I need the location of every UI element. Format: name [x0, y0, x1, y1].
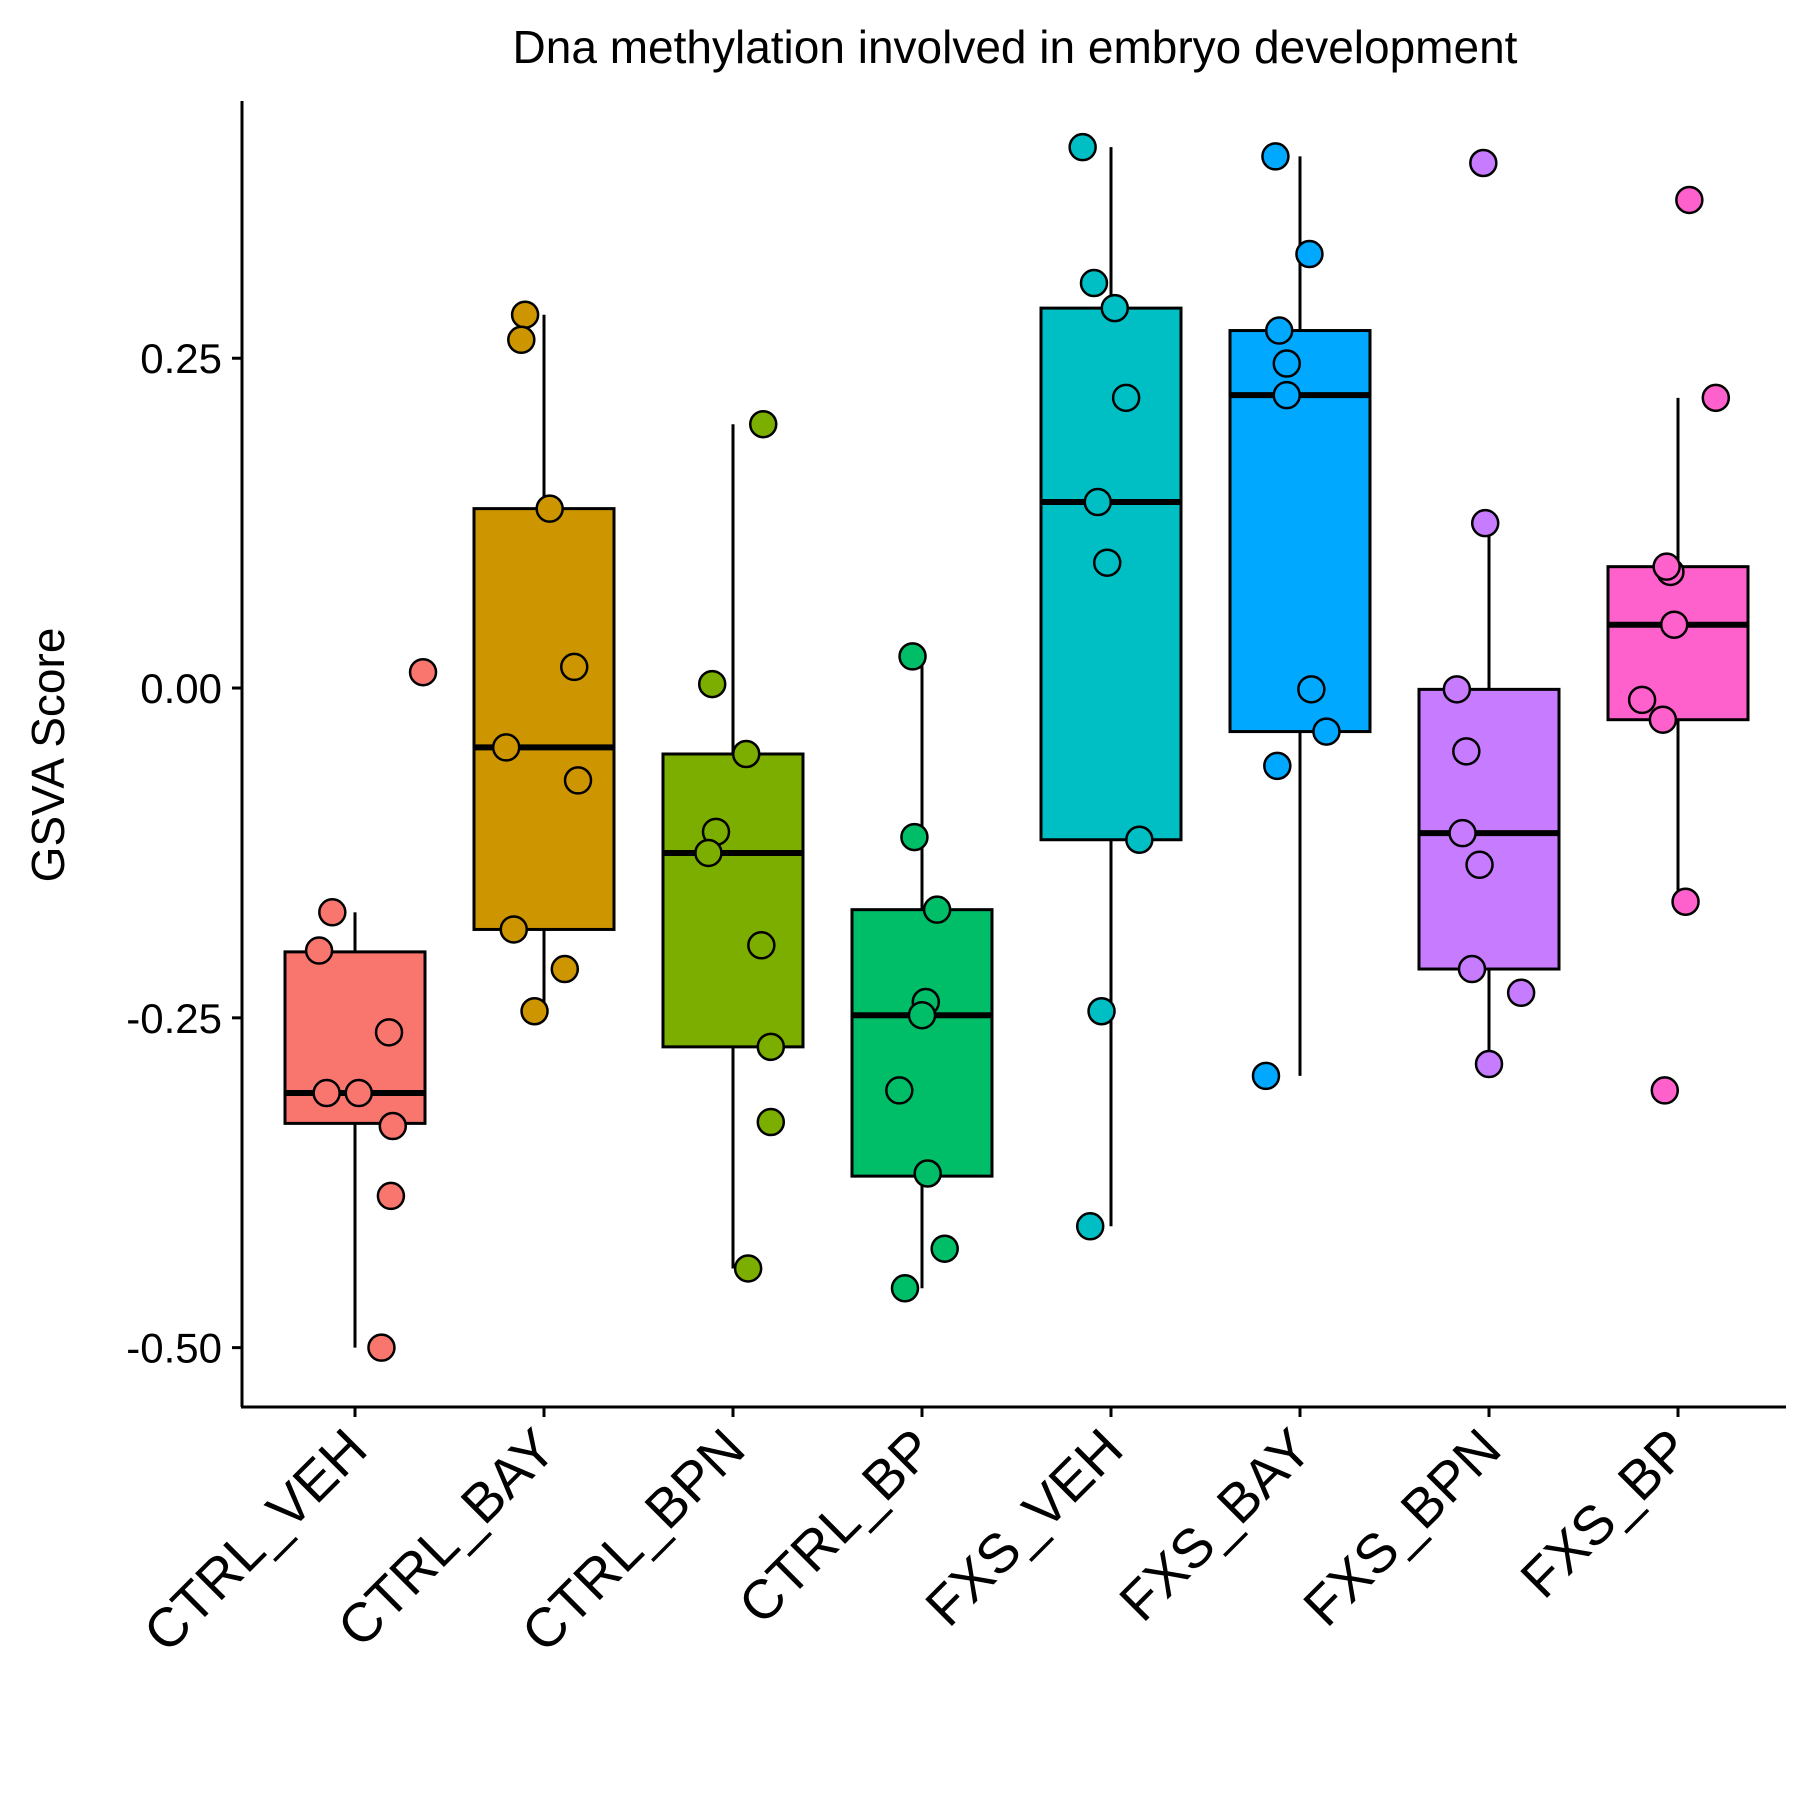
y-tick-label: 0.00 — [140, 665, 222, 712]
data-point — [890, 1274, 920, 1303]
data-point — [922, 895, 952, 924]
data-point — [378, 1111, 408, 1141]
data-point — [898, 642, 927, 671]
data-point — [559, 652, 589, 682]
data-point — [1506, 978, 1536, 1008]
data-point — [1079, 268, 1109, 298]
y-axis-label: GSVA Score — [22, 628, 74, 883]
data-point — [1648, 705, 1678, 734]
data-point — [1457, 954, 1487, 984]
box-ctrl-bp — [850, 908, 994, 1178]
data-point — [1295, 239, 1324, 269]
data-point — [900, 822, 929, 852]
data-point — [1701, 383, 1731, 413]
data-point — [1251, 1061, 1281, 1091]
data-point — [697, 669, 727, 699]
data-point — [367, 1333, 396, 1362]
data-point — [1075, 1212, 1105, 1241]
data-point — [1100, 293, 1130, 323]
data-point — [1297, 675, 1326, 704]
y-tick-label: -0.25 — [126, 995, 222, 1042]
data-point — [1474, 1049, 1504, 1079]
data-point — [694, 838, 723, 868]
data-point — [1442, 675, 1472, 704]
x-tick-label: FXS_BAY — [1107, 1417, 1323, 1633]
data-point — [1087, 996, 1116, 1026]
x-tick-label: FXS_BPN — [1291, 1417, 1512, 1638]
data-point — [913, 1159, 942, 1188]
data-point — [930, 1234, 959, 1263]
x-tick-label: FXS_VEH — [913, 1417, 1134, 1638]
data-point — [520, 996, 549, 1026]
data-point — [376, 1181, 406, 1211]
data-point — [1469, 148, 1498, 178]
data-point — [535, 494, 564, 523]
data-point — [1068, 132, 1097, 162]
data-point — [344, 1078, 374, 1108]
data-point — [563, 766, 593, 795]
x-tick-label: FXS_BP — [1508, 1417, 1701, 1610]
data-point — [731, 739, 761, 769]
data-point — [304, 936, 334, 965]
data-point — [491, 733, 521, 762]
box-ctrl-bay — [472, 507, 616, 931]
data-point — [510, 300, 540, 329]
data-point — [1264, 316, 1294, 345]
data-point — [1452, 737, 1481, 766]
data-point — [1125, 825, 1154, 854]
y-tick-label: 0.25 — [140, 335, 222, 382]
data-point — [550, 954, 580, 984]
data-point — [747, 931, 776, 960]
data-point — [756, 1032, 786, 1062]
data-point — [907, 1000, 937, 1030]
data-point — [507, 325, 536, 355]
x-tick-label: CTRL_BP — [727, 1417, 946, 1636]
data-point — [1263, 751, 1292, 781]
data-point — [1111, 383, 1141, 413]
y-tick-label: -0.50 — [126, 1325, 222, 1372]
data-point — [1671, 887, 1700, 916]
data-point — [1261, 142, 1290, 171]
data-point — [1272, 349, 1302, 378]
data-point — [1312, 717, 1341, 746]
data-point — [733, 1254, 763, 1283]
data-point — [1652, 552, 1681, 581]
data-point — [318, 898, 347, 927]
data-point — [1627, 685, 1657, 715]
data-point — [1092, 548, 1122, 577]
data-point — [1448, 818, 1477, 848]
data-point — [1675, 185, 1704, 215]
data-point — [748, 409, 778, 439]
plot-area — [283, 132, 1750, 1362]
data-point — [1470, 508, 1500, 538]
data-point — [1465, 850, 1494, 880]
data-point — [1083, 487, 1113, 517]
box-ctrl-bpn — [661, 752, 805, 1049]
data-point — [374, 1018, 404, 1047]
chart-title: Dna methylation involved in embryo devel… — [513, 21, 1518, 73]
data-point — [1659, 610, 1689, 639]
box-fxs-bpn — [1417, 687, 1561, 971]
data-point — [1272, 380, 1302, 410]
data-point — [408, 657, 438, 687]
data-point — [756, 1107, 786, 1137]
data-point — [885, 1076, 914, 1105]
data-point — [499, 915, 529, 944]
data-point — [312, 1078, 341, 1108]
data-point — [1650, 1076, 1680, 1105]
